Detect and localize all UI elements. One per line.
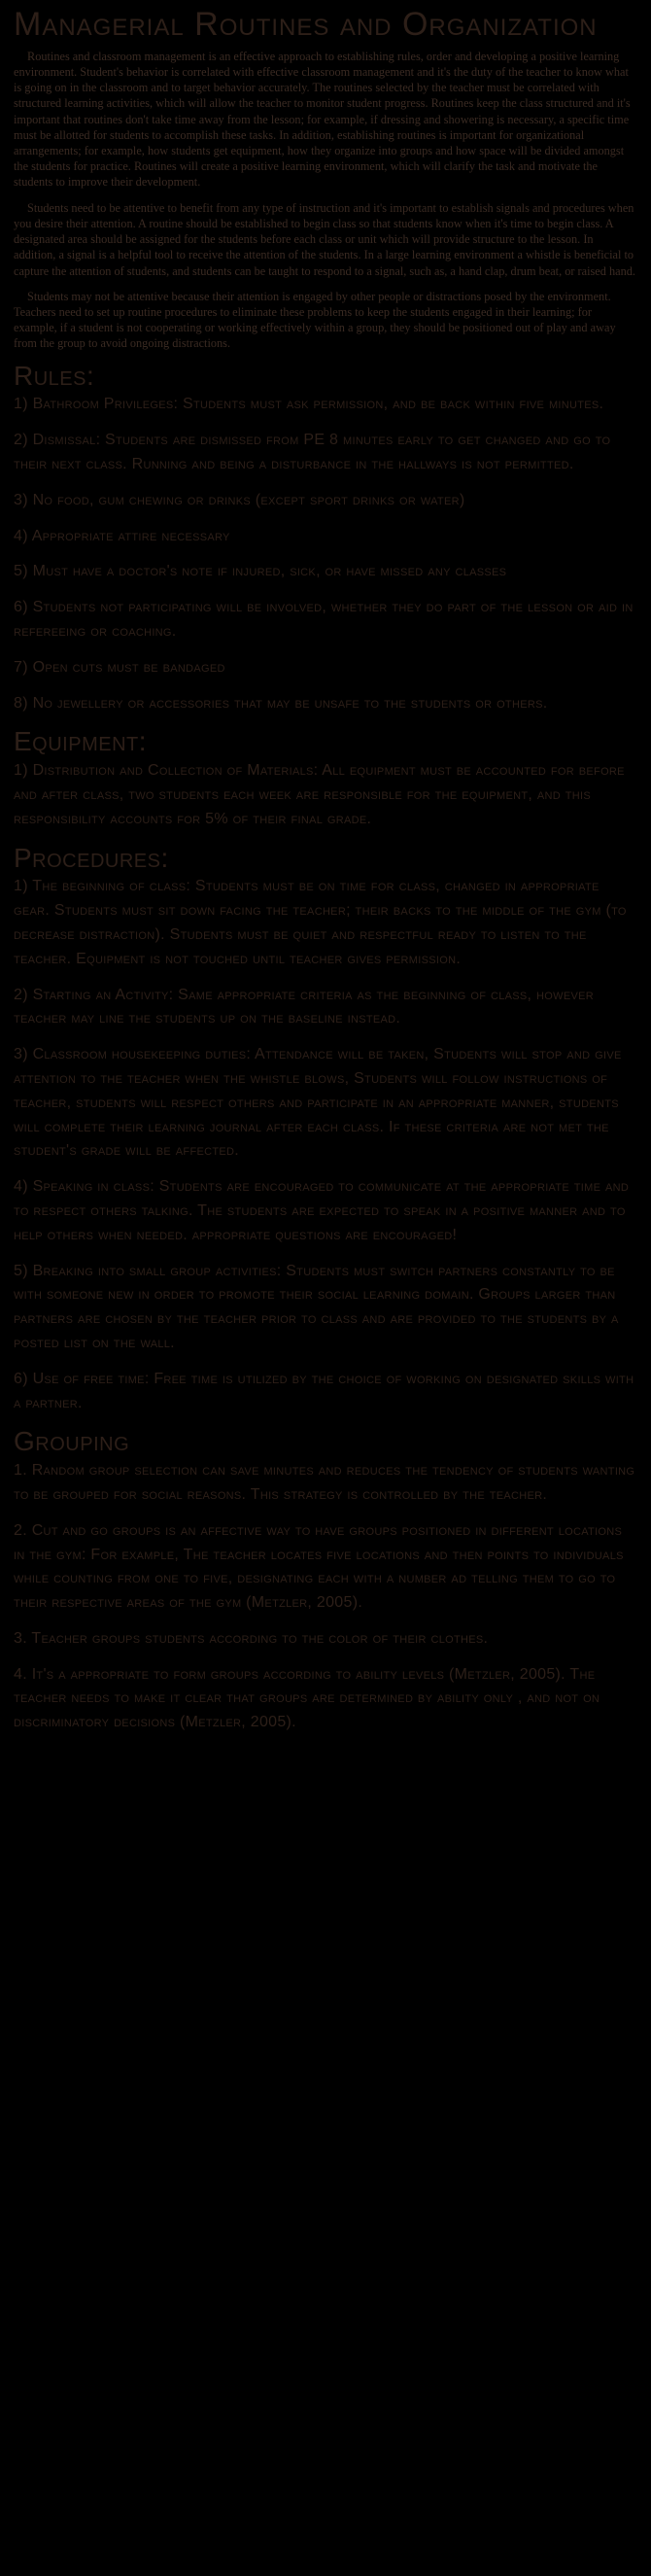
rule-text: 6) Use of free time: Free time is utiliz…: [14, 1368, 637, 1416]
rule-text: 3) No food, gum chewing or drinks (excep…: [14, 489, 637, 513]
rule-text: 8) No jewellery or accessories that may …: [14, 692, 637, 716]
intro-paragraph: Routines and classroom management is an …: [14, 49, 637, 191]
rule-text: 5) Must have a doctor's note if injured,…: [14, 560, 637, 584]
rule-item: 4. It's a appropriate to form groups acc…: [14, 1663, 637, 1735]
document-page: Managerial Routines and Organization Rou…: [0, 0, 651, 1766]
rule-item: 1) Distribution and Collection of Materi…: [14, 759, 637, 831]
rule-text: 4) Appropriate attire necessary: [14, 525, 637, 549]
intro-paragraph: Students need to be attentive to benefit…: [14, 200, 637, 279]
rule-text: 4. It's a appropriate to form groups acc…: [14, 1663, 637, 1735]
rule-item: 1) Bathroom Privileges: Students must as…: [14, 393, 637, 417]
rule-text: 2) Starting an Activity: Same appropriat…: [14, 984, 637, 1032]
rule-item: 1) The beginning of class: Students must…: [14, 875, 637, 971]
sections-block: Rules:1) Bathroom Privileges: Students m…: [14, 362, 637, 1735]
rule-item: 2) Starting an Activity: Same appropriat…: [14, 984, 637, 1032]
rule-item: 1. Random group selection can save minut…: [14, 1459, 637, 1508]
rule-item: 3) No food, gum chewing or drinks (excep…: [14, 489, 637, 513]
page-title: Managerial Routines and Organization: [14, 8, 637, 43]
rule-text: 1) Bathroom Privileges: Students must as…: [14, 393, 637, 417]
rule-item: 3) Classroom housekeeping duties: Attend…: [14, 1043, 637, 1164]
rule-item: 4) Speaking in class: Students are encou…: [14, 1175, 637, 1247]
rule-text: 4) Speaking in class: Students are encou…: [14, 1175, 637, 1247]
rule-text: 6) Students not participating will be in…: [14, 596, 637, 644]
intro-paragraph: Students may not be attentive because th…: [14, 289, 637, 352]
section-heading: Procedures:: [14, 844, 637, 874]
rule-item: 5) Breaking into small group activities:…: [14, 1260, 637, 1356]
rule-item: 5) Must have a doctor's note if injured,…: [14, 560, 637, 584]
rule-text: 1) Distribution and Collection of Materi…: [14, 759, 637, 831]
rule-item: 6) Use of free time: Free time is utiliz…: [14, 1368, 637, 1416]
rule-text: 2) Dismissal: Students are dismissed fro…: [14, 429, 637, 477]
rule-text: 3) Classroom housekeeping duties: Attend…: [14, 1043, 637, 1164]
rule-item: 3. Teacher groups students according to …: [14, 1627, 637, 1652]
rule-item: 2. Cut and go groups is an affective way…: [14, 1519, 637, 1616]
rule-text: 2. Cut and go groups is an affective way…: [14, 1519, 637, 1616]
rule-item: 8) No jewellery or accessories that may …: [14, 692, 637, 716]
rule-text: 1. Random group selection can save minut…: [14, 1459, 637, 1508]
section-heading: Equipment:: [14, 727, 637, 757]
rule-text: 3. Teacher groups students according to …: [14, 1627, 637, 1652]
section-heading: Rules:: [14, 362, 637, 392]
intro-block: Routines and classroom management is an …: [14, 49, 637, 352]
rule-item: 6) Students not participating will be in…: [14, 596, 637, 644]
rule-text: 5) Breaking into small group activities:…: [14, 1260, 637, 1356]
rule-item: 4) Appropriate attire necessary: [14, 525, 637, 549]
rule-text: 1) The beginning of class: Students must…: [14, 875, 637, 971]
rule-item: 7) Open cuts must be bandaged: [14, 656, 637, 680]
rule-text: 7) Open cuts must be bandaged: [14, 656, 637, 680]
section-heading: Grouping: [14, 1427, 637, 1457]
rule-item: 2) Dismissal: Students are dismissed fro…: [14, 429, 637, 477]
